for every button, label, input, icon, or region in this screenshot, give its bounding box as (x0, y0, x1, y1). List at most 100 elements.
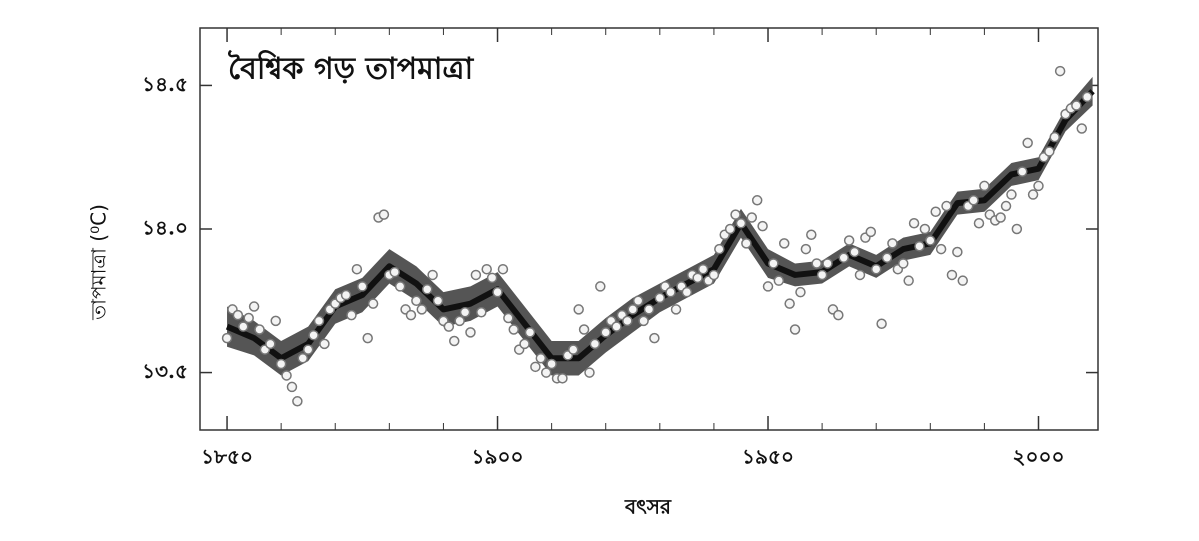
x-axis-label: বৎসর (624, 495, 672, 519)
data-point (946, 269, 958, 281)
data-point (600, 327, 611, 338)
data-point (941, 200, 952, 212)
data-point (265, 338, 276, 350)
y-tick-label: ১৩.৫ (142, 359, 188, 383)
data-point (611, 321, 622, 332)
data-point (378, 209, 390, 220)
smooth-line (225, 89, 1095, 362)
data-point (887, 238, 898, 249)
data-point (724, 223, 736, 235)
data-point (540, 367, 552, 378)
data-point (595, 281, 606, 292)
data-point (627, 304, 639, 315)
data-point (530, 361, 541, 373)
data-point (973, 218, 985, 229)
data-point (454, 315, 465, 327)
data-point (670, 304, 682, 315)
data-point (816, 269, 828, 281)
data-point (394, 281, 406, 292)
data-point (1006, 189, 1017, 200)
data-point (286, 381, 298, 393)
data-point (427, 269, 438, 281)
data-point (757, 220, 768, 232)
data-point (573, 304, 584, 315)
plot-frame (199, 27, 1099, 431)
data-point (751, 195, 763, 206)
data-point (232, 309, 244, 321)
data-point (697, 263, 709, 275)
data-point (449, 335, 460, 347)
data-point (238, 321, 249, 332)
uncertainty-band (227, 76, 1093, 376)
data-point (714, 243, 725, 255)
data-point (302, 344, 314, 355)
data-point (481, 263, 492, 275)
data-point (1000, 200, 1012, 212)
data-point (730, 209, 741, 220)
data-point (914, 240, 925, 252)
data-point (584, 367, 595, 378)
data-point (681, 286, 693, 298)
data-point (578, 324, 590, 335)
data-point (275, 358, 287, 370)
data-point (243, 312, 254, 324)
data-point (692, 272, 703, 284)
data-point (735, 218, 747, 229)
data-point (346, 309, 357, 321)
data-point (903, 275, 914, 286)
data-point (843, 235, 855, 246)
data-point (270, 315, 281, 327)
data-point (221, 332, 233, 344)
data-point (411, 295, 422, 307)
data-point (908, 218, 920, 229)
data-point (665, 286, 676, 298)
data-point (524, 327, 536, 338)
data-point (643, 304, 655, 315)
data-point (421, 284, 433, 295)
data-point (800, 243, 812, 255)
data-point (741, 238, 752, 249)
data-point (389, 266, 400, 278)
data-point (849, 246, 860, 258)
x-tick-label: ১৯০০ (472, 445, 524, 469)
data-point (795, 286, 806, 298)
data-point (833, 309, 844, 321)
data-point (778, 238, 790, 249)
data-point (313, 315, 325, 327)
data-point (746, 212, 758, 223)
data-point (357, 281, 368, 292)
data-point (416, 304, 428, 315)
data-point (519, 338, 530, 350)
data-point (292, 396, 303, 407)
data-point (952, 246, 963, 258)
data-point (1011, 223, 1023, 235)
chart-title: বৈশ্বিক গড় তাপমাত্রা (227, 50, 474, 87)
data-point (1022, 137, 1033, 149)
data-point (362, 332, 373, 344)
y-tick-label: ১৪.৫ (142, 72, 188, 96)
x-tick-label: ২০০০ (1012, 445, 1064, 469)
data-point (535, 352, 547, 364)
data-point (319, 338, 330, 350)
data-point (638, 315, 649, 327)
data-point (979, 180, 990, 192)
data-point (1033, 180, 1044, 192)
data-point (465, 327, 476, 338)
data-point (768, 258, 779, 269)
data-point (367, 298, 379, 309)
data-point (497, 263, 509, 275)
data-point (957, 275, 969, 286)
data-point (930, 206, 941, 218)
data-point (1049, 131, 1060, 143)
data-point (1076, 123, 1088, 134)
data-point (870, 263, 882, 275)
data-point (1081, 91, 1093, 103)
data-point (248, 301, 260, 312)
data-point (935, 243, 947, 255)
data-point (649, 332, 660, 344)
data-point (432, 295, 444, 307)
data-point (459, 307, 471, 318)
data-point (654, 292, 666, 304)
data-point (281, 370, 292, 381)
